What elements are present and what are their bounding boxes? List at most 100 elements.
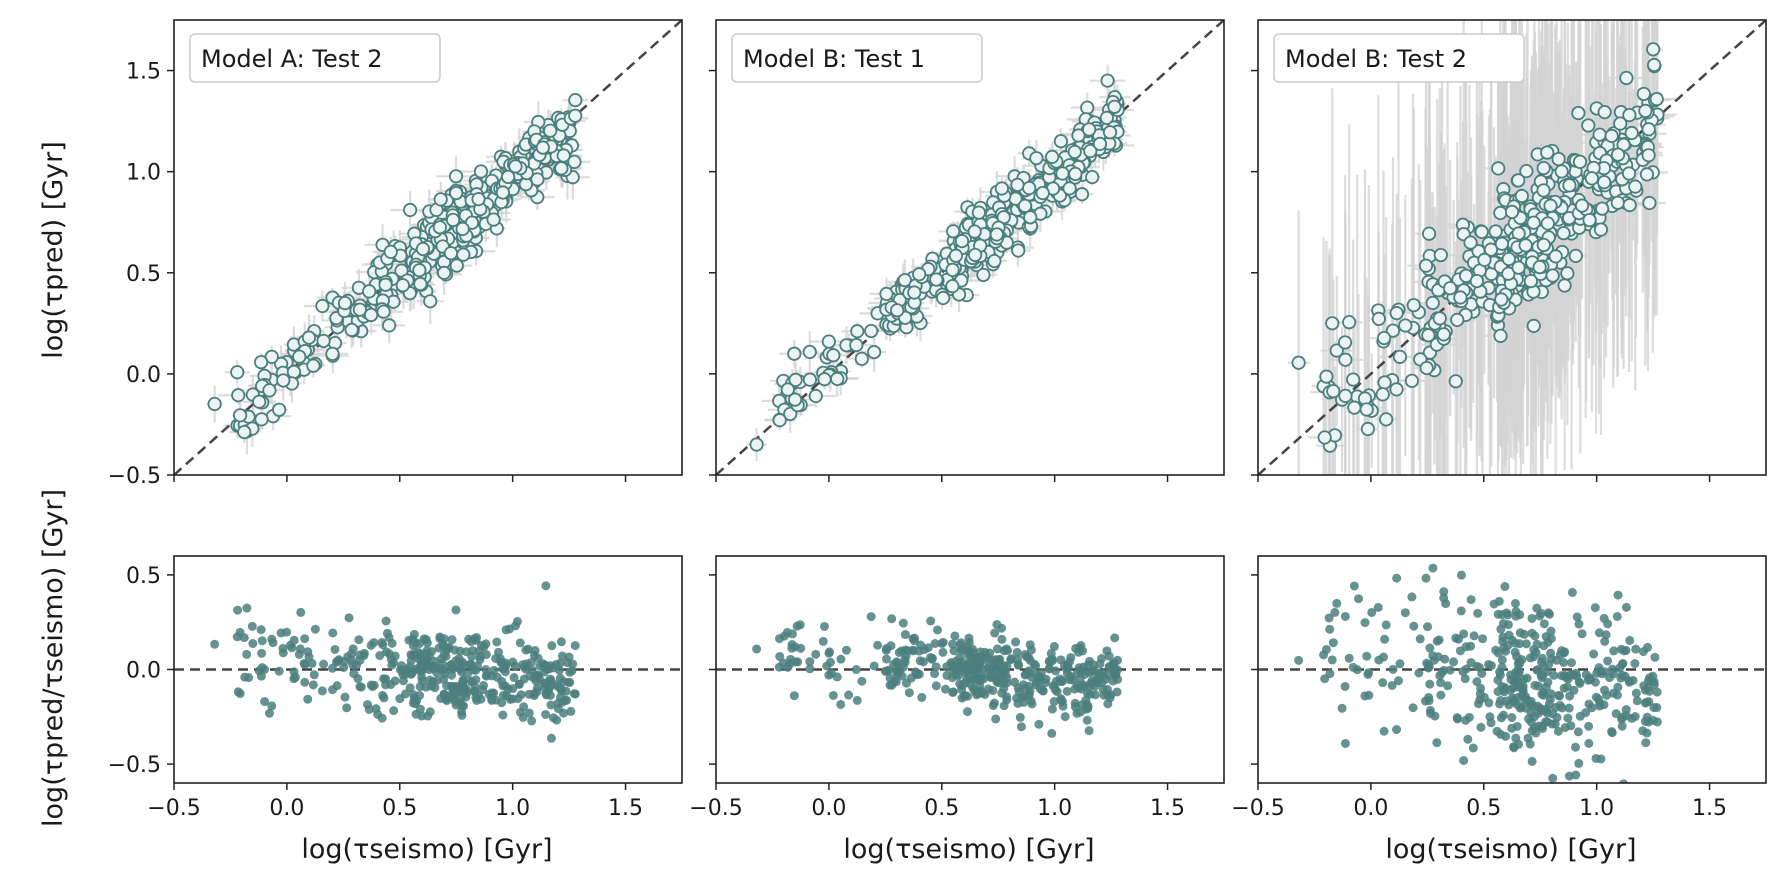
residual-point <box>532 683 542 693</box>
residual-point <box>873 640 883 650</box>
data-point <box>787 392 803 407</box>
data-point <box>864 323 879 339</box>
residual-point <box>1047 728 1057 738</box>
data-point <box>1359 402 1374 417</box>
residual-point <box>381 647 391 657</box>
residual-point <box>1563 713 1573 723</box>
residual-point <box>389 706 399 716</box>
data-point <box>1010 177 1025 192</box>
data-point <box>1422 226 1437 241</box>
residual-point <box>1330 607 1340 617</box>
residual-point <box>1026 696 1036 706</box>
residual-point <box>519 702 529 712</box>
residual-point <box>467 676 477 686</box>
residual-point <box>387 638 397 648</box>
residual-point <box>1511 788 1520 797</box>
residual-point <box>1332 598 1342 608</box>
residual-point <box>828 690 838 700</box>
data-point <box>1592 127 1607 142</box>
y-tick-label-top: 0.0 <box>126 363 161 388</box>
data-point <box>403 202 418 218</box>
data-point <box>1338 352 1353 367</box>
residual-point <box>1590 603 1600 613</box>
residual-point <box>793 657 803 667</box>
residual-point <box>1047 704 1057 714</box>
residual-point <box>366 640 376 650</box>
residual-point <box>566 706 576 716</box>
residual-point <box>1049 642 1059 652</box>
residual-point <box>458 701 468 711</box>
residual-point <box>435 632 445 642</box>
residual-point <box>1584 738 1594 748</box>
residual-point <box>906 673 916 683</box>
data-point <box>1338 388 1353 403</box>
residual-point <box>1621 602 1631 612</box>
data-point <box>486 212 501 227</box>
data-point <box>850 324 865 339</box>
residual-point <box>1320 674 1330 684</box>
data-point <box>495 185 510 200</box>
residual-point <box>405 683 415 693</box>
data-point <box>967 224 982 239</box>
residual-point <box>342 703 352 713</box>
x-tick-label: 1.5 <box>608 796 643 821</box>
residual-point <box>1360 691 1370 701</box>
data-point <box>306 358 321 373</box>
data-point <box>1493 328 1508 343</box>
data-point <box>1432 311 1447 326</box>
data-point <box>1477 252 1492 267</box>
residual-point <box>997 668 1007 678</box>
residual-point <box>938 637 948 647</box>
residual-point <box>1466 595 1476 605</box>
residual-point <box>294 649 304 659</box>
data-point <box>1560 266 1575 281</box>
residual-point <box>242 603 252 613</box>
residual-point <box>1472 677 1482 687</box>
residual-point <box>805 664 815 674</box>
residual-point <box>1094 672 1104 682</box>
residual-point <box>783 662 793 672</box>
residual-point <box>409 629 419 639</box>
residual-point <box>1049 697 1059 707</box>
residual-point <box>930 638 940 648</box>
residual-point <box>530 646 540 656</box>
panel-title: Model A: Test 2 <box>201 45 383 73</box>
residual-point <box>1559 683 1569 693</box>
residual-point <box>501 625 511 635</box>
data-point <box>783 406 798 422</box>
residual-point <box>1085 689 1095 699</box>
data-point <box>433 192 448 207</box>
residual-point <box>923 643 933 653</box>
residual-point <box>569 689 579 699</box>
residual-point <box>931 681 941 691</box>
residual-point <box>300 660 310 670</box>
data-point <box>1572 154 1588 169</box>
residual-point <box>1062 686 1072 696</box>
residual-point <box>1387 680 1397 690</box>
residual-point <box>948 639 958 649</box>
data-point <box>395 278 410 293</box>
data-point <box>907 285 922 300</box>
data-point <box>1491 161 1506 176</box>
residual-point <box>904 688 914 698</box>
residual-point <box>398 676 408 686</box>
residual-point <box>988 686 998 696</box>
data-point <box>567 154 582 169</box>
residual-point <box>852 695 862 705</box>
residual-point <box>1507 713 1517 723</box>
data-point <box>772 413 787 428</box>
residual-point <box>1381 620 1391 630</box>
residual-point <box>371 704 381 714</box>
data-point <box>1624 125 1639 141</box>
residual-point <box>1408 703 1418 713</box>
residual-point <box>317 686 327 696</box>
residual-point <box>836 654 846 664</box>
residual-point <box>475 651 485 661</box>
residual-point <box>881 643 891 653</box>
data-point <box>1080 100 1095 115</box>
y-tick-label-bottom: −0.5 <box>108 753 161 778</box>
residual-point <box>296 607 306 617</box>
residual-point <box>1439 587 1449 597</box>
residual-point <box>382 628 392 638</box>
